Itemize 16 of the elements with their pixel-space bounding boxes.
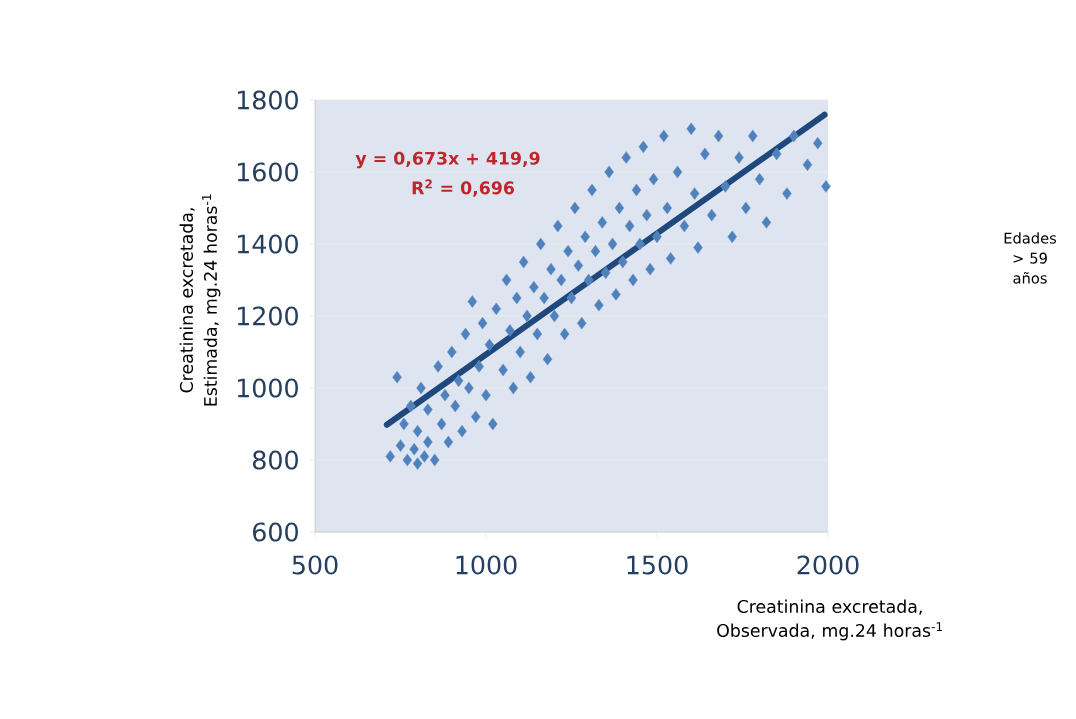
x-tick-label: 1500: [627, 555, 688, 575]
y-axis-title: Creatinina excretada, Estimada, mg.24 horas$^{-1}$: [179, 194, 221, 406]
x-axis-title: Creatinina excretada, Observada, mg.24 horas$^{-1}$: [717, 599, 943, 641]
annotation: y = 0,673x + 419,9: [355, 151, 540, 169]
y-tick-label: 600: [253, 522, 298, 542]
x-tick-label: 1000: [456, 555, 517, 575]
y-tick-label: 1800: [237, 90, 298, 110]
y-tick-label: 1400: [237, 234, 298, 254]
x-tick-label: 500: [292, 555, 338, 575]
y-tick-label: 1200: [237, 306, 298, 326]
y-tick-label: 1600: [237, 162, 298, 182]
x-tick-label: 2000: [797, 555, 859, 575]
y-tick-label: 1000: [237, 378, 298, 398]
y-tick-label: 800: [252, 450, 298, 470]
text: Edades > 59 años: [1004, 232, 1057, 284]
annotation: R$^{2}$ = 0,696: [412, 179, 515, 197]
